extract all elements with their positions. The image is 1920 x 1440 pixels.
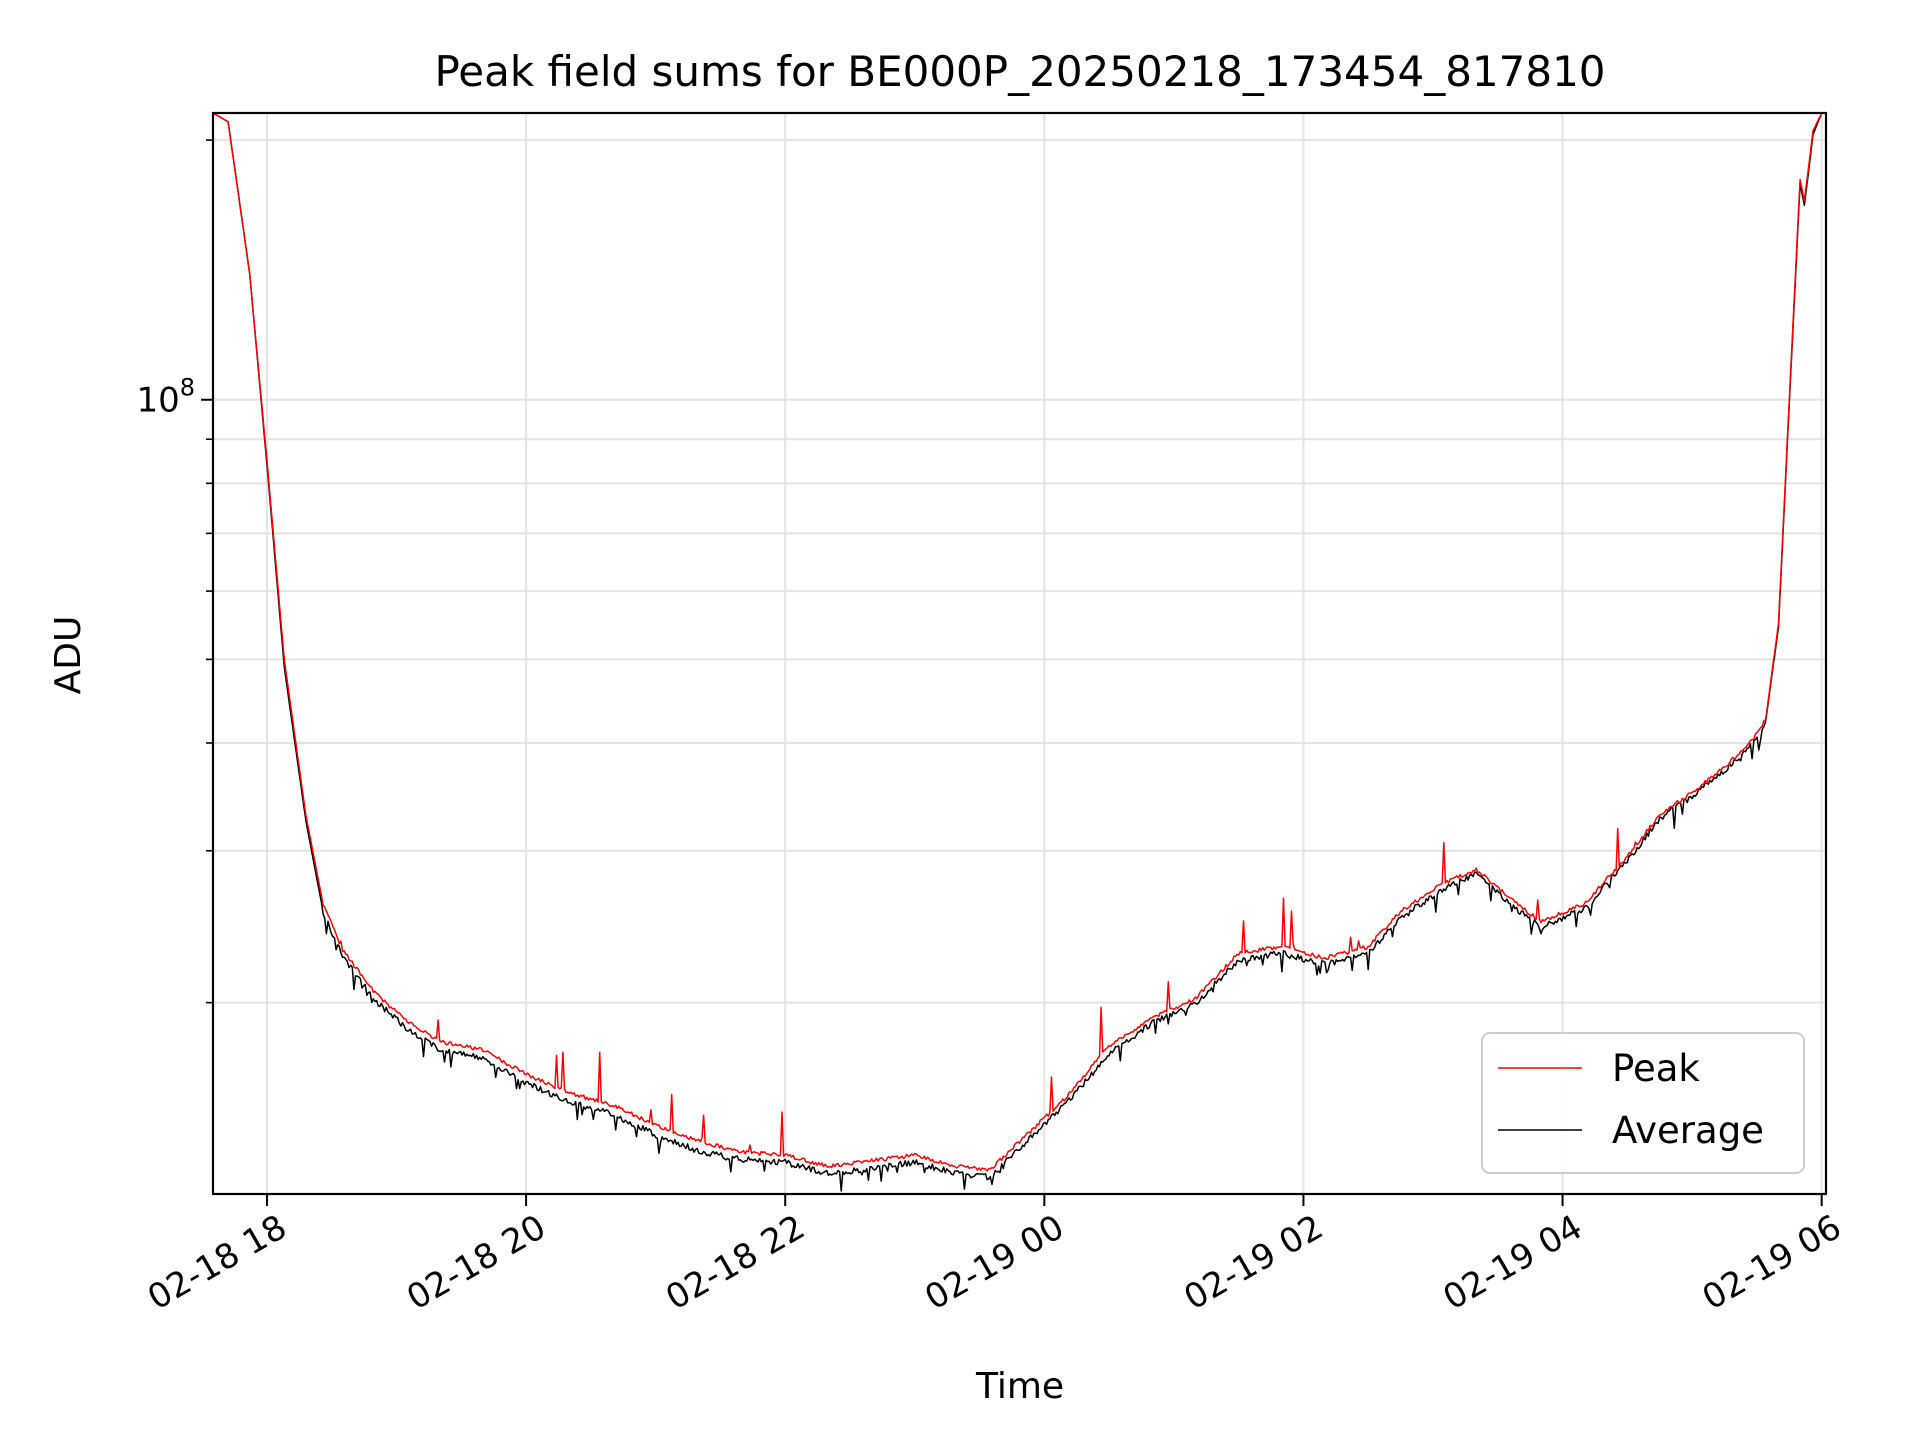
x-tick-label: 02-18 22 [659, 1207, 811, 1318]
y-axis-label: ADU [48, 616, 89, 695]
legend-label-average: Average [1612, 1109, 1764, 1152]
x-tick-label: 02-19 04 [1437, 1207, 1589, 1318]
legend-label-peak: Peak [1612, 1047, 1700, 1090]
y-axis-ticks: 108 [136, 139, 213, 1004]
x-tick-label: 02-18 20 [400, 1207, 552, 1318]
x-tick-label: 02-19 00 [918, 1207, 1070, 1318]
y-tick-label: 108 [136, 374, 195, 421]
grid [213, 113, 1826, 1194]
series-line-peak [213, 113, 1823, 1172]
x-axis-label: Time [975, 1366, 1064, 1407]
x-axis-ticks: 02-18 18 02-18 20 02-18 22 02-19 00 02-19 02… [141, 1194, 1848, 1318]
x-tick-label: 02-19 02 [1178, 1207, 1330, 1318]
x-tick-label: 02-18 18 [141, 1207, 293, 1318]
chart-title: Peak field sums for BE000P_20250218_1734… [434, 47, 1605, 96]
legend: Peak Average [1481, 1032, 1805, 1174]
x-tick-label: 02-19 06 [1696, 1207, 1848, 1318]
plot-frame [211, 111, 1828, 1196]
series-layer [213, 113, 1823, 1192]
series-line-average [213, 113, 1823, 1192]
